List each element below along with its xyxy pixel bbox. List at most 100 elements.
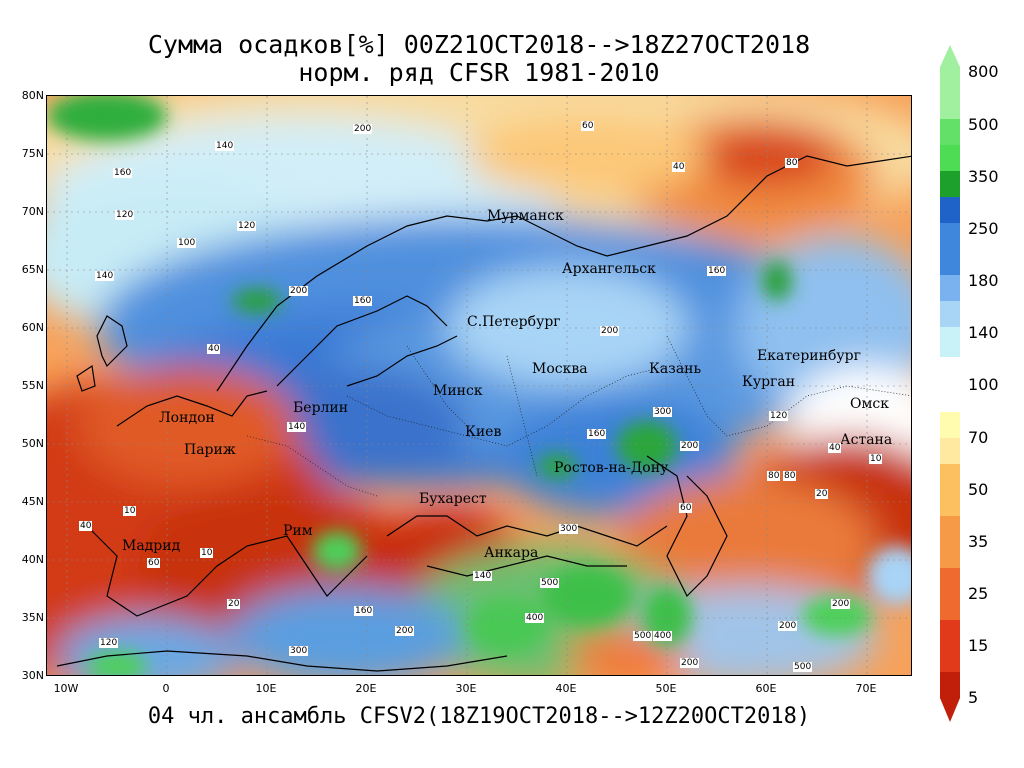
lon-label: 60E	[755, 682, 777, 695]
city-arkhangelsk: Архангельск	[562, 261, 656, 277]
contour-label: 160	[354, 606, 374, 616]
map-title-line2: норм. ряд CFSR 1981-2010	[298, 58, 660, 87]
city-omsk: Омск	[850, 396, 889, 412]
contour-label: 120	[99, 638, 119, 648]
city-berlin: Берлин	[293, 400, 349, 416]
legend-label: 500	[968, 115, 999, 134]
lat-label: 40N	[21, 553, 44, 566]
contour-label: 500	[540, 578, 560, 588]
lat-label: 45N	[21, 495, 44, 508]
city-bucharest: Бухарест	[419, 491, 487, 507]
legend-label: 100	[968, 375, 999, 394]
lon-label: 50E	[655, 682, 677, 695]
lon-label: 20E	[355, 682, 377, 695]
lon-label: 10W	[53, 682, 79, 695]
contour-label: 60	[679, 503, 693, 513]
contour-label: 200	[600, 326, 620, 336]
contour-label: 300	[653, 407, 673, 417]
contour-label: 300	[289, 646, 309, 656]
contour-label: 120	[769, 411, 789, 421]
contour-label: 60	[147, 558, 161, 568]
contour-label: 300	[559, 524, 579, 534]
legend-label: 25	[968, 584, 989, 603]
contour-label: 160	[113, 168, 133, 178]
contour-label: 80	[783, 471, 797, 481]
map-title-line1: Сумма осадков[%] 00Z21OCT2018-->18Z27OCT…	[147, 30, 811, 59]
lat-label: 60N	[21, 321, 44, 334]
lon-label: 40E	[555, 682, 577, 695]
city-kyiv: Киев	[465, 424, 502, 440]
legend-label: 15	[968, 636, 989, 655]
legend-label: 50	[968, 480, 989, 499]
city-rostov: Ростов-на-Дону	[554, 460, 669, 476]
contour-label: 20	[227, 599, 241, 609]
city-madrid: Мадрид	[122, 538, 181, 554]
contour-label: 40	[828, 443, 842, 453]
lat-label: 65N	[21, 263, 44, 276]
city-st-petersburg: С.Петербург	[467, 314, 561, 330]
lat-label: 50N	[21, 437, 44, 450]
contour-label: 10	[200, 548, 214, 558]
contour-label: 200	[395, 626, 415, 636]
legend-label: 35	[968, 532, 989, 551]
lat-label: 55N	[21, 379, 44, 392]
lat-label: 75N	[21, 147, 44, 160]
contour-label: 40	[79, 521, 93, 531]
lon-label: 70E	[855, 682, 877, 695]
map-footer: 04 чл. ансамбль CFSV2(18Z19OCT2018-->12Z…	[147, 704, 811, 729]
contour-label: 200	[353, 124, 373, 134]
contour-label: 500	[793, 662, 813, 672]
legend-label: 350	[968, 167, 999, 186]
city-ekaterinburg: Екатеринбург	[757, 348, 861, 364]
contour-label: 500	[633, 631, 653, 641]
city-kazan: Казань	[649, 361, 702, 377]
contour-label: 200	[831, 599, 851, 609]
contour-label: 200	[778, 621, 798, 631]
contour-label: 140	[215, 141, 235, 151]
city-kurgan: Курган	[742, 374, 796, 390]
city-minsk: Минск	[433, 383, 483, 399]
legend-label: 180	[968, 271, 999, 290]
contour-label: 200	[289, 286, 309, 296]
city-moscow: Москва	[532, 361, 588, 377]
legend-label: 800	[968, 62, 999, 81]
legend-label: 140	[968, 323, 999, 342]
contour-label: 10	[869, 454, 883, 464]
contour-label: 160	[707, 266, 727, 276]
contour-label: 400	[653, 631, 673, 641]
contour-label: 120	[115, 210, 135, 220]
contour-label: 80	[785, 158, 799, 168]
city-ankara: Анкара	[484, 545, 539, 561]
city-murmansk: Мурманск	[487, 208, 564, 224]
legend-bar	[940, 45, 960, 722]
city-astana: Астана	[840, 432, 893, 448]
contour-label: 60	[581, 121, 595, 131]
precipitation-map: Мурманск Архангельск С.Петербург Москва …	[46, 95, 912, 676]
contour-label: 100	[177, 238, 197, 248]
contour-label: 80	[767, 471, 781, 481]
contour-label: 200	[680, 658, 700, 668]
contour-label: 140	[95, 271, 115, 281]
city-paris: Париж	[184, 442, 236, 458]
lat-label: 70N	[21, 205, 44, 218]
contour-label: 400	[525, 613, 545, 623]
color-legend: 800 500 350 250 180 140 100 70 50 35 25 …	[940, 45, 1024, 725]
lon-label: 30E	[455, 682, 477, 695]
lon-label: 0	[162, 682, 170, 695]
lat-label: 35N	[21, 611, 44, 624]
contour-label: 140	[473, 571, 493, 581]
legend-label: 70	[968, 428, 989, 447]
coastlines	[56, 155, 911, 672]
legend-label: 250	[968, 219, 999, 238]
contour-label: 120	[237, 221, 257, 231]
contour-label: 10	[123, 506, 137, 516]
city-london: Лондон	[159, 410, 215, 426]
contour-label: 160	[353, 296, 373, 306]
contour-label: 160	[587, 429, 607, 439]
lat-label: 80N	[21, 89, 44, 102]
contour-label: 140	[287, 422, 307, 432]
contour-label: 200	[680, 441, 700, 451]
contour-label: 40	[672, 162, 686, 172]
contour-label: 20	[815, 489, 829, 499]
lon-label: 10E	[255, 682, 277, 695]
